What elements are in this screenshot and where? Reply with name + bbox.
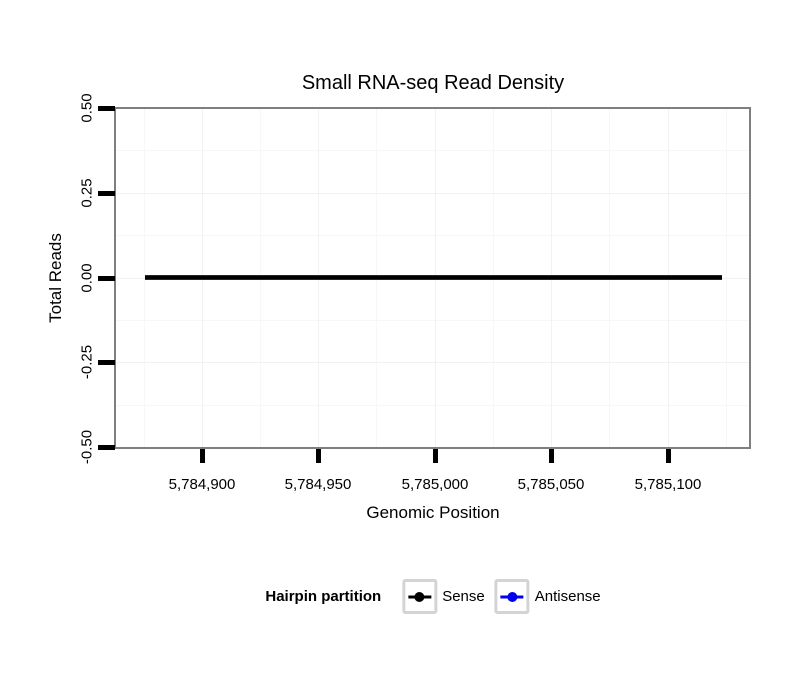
data-line [145, 275, 722, 280]
legend-title: Hairpin partition [265, 588, 382, 605]
plot-panel [114, 107, 751, 449]
legend: Hairpin partition Sense Antisense [265, 579, 601, 614]
y-axis-tick [98, 106, 115, 111]
legend-key-dot-icon [414, 591, 425, 602]
x-axis-tick [316, 449, 321, 463]
x-axis-tick [433, 449, 438, 463]
y-axis-tick [98, 191, 115, 196]
x-tick-label: 5,785,050 [517, 476, 585, 493]
legend-items: Sense Antisense [402, 579, 601, 614]
y-axis-tick [98, 276, 115, 281]
y-tick-label: 0.50 [78, 93, 96, 123]
x-tick-label: 5,785,100 [634, 476, 702, 493]
gridline-horizontal-major [116, 362, 749, 363]
y-tick-label: 0.25 [78, 178, 96, 208]
x-tick-label: 5,784,900 [168, 476, 236, 493]
gridline-horizontal-major [116, 193, 749, 194]
gridline-horizontal-minor [116, 235, 749, 236]
x-axis-tick [200, 449, 205, 463]
legend-item-label: Sense [442, 588, 485, 605]
y-tick-label: -0.25 [78, 344, 96, 380]
gridline-horizontal-minor [116, 405, 749, 406]
y-axis-title: Total Reads [46, 233, 65, 323]
legend-item: Antisense [494, 579, 601, 614]
legend-key [494, 579, 530, 614]
x-tick-label: 5,784,950 [284, 476, 352, 493]
y-axis-tick [98, 445, 115, 450]
x-tick-label: 5,785,000 [401, 476, 469, 493]
y-tick-label: 0.00 [78, 263, 96, 293]
gridline-horizontal-minor [116, 320, 749, 321]
x-axis-title: Genomic Position [366, 503, 500, 522]
legend-item: Sense [402, 579, 485, 614]
x-axis-tick [549, 449, 554, 463]
data-line-core [145, 276, 722, 279]
gridline-horizontal-minor [116, 150, 749, 151]
legend-key [402, 579, 438, 614]
y-axis-tick [98, 360, 115, 365]
x-axis-tick [666, 449, 671, 463]
y-tick-label: -0.50 [78, 429, 96, 465]
legend-item-label: Antisense [534, 588, 601, 605]
chart-title: Small RNA-seq Read Density [301, 72, 565, 94]
legend-key-dot-icon [507, 591, 518, 602]
